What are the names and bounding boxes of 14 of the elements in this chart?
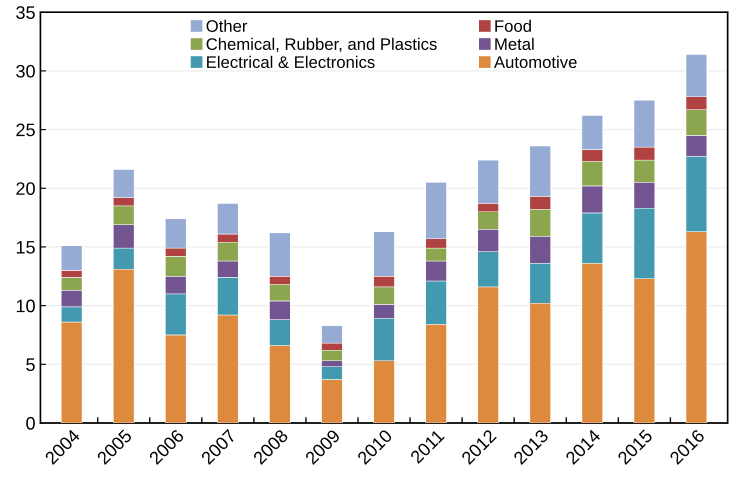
y-tick-label: 15 xyxy=(16,241,35,254)
y-tick-label: 0 xyxy=(26,416,35,430)
legend-label: Electrical & Electronics xyxy=(207,56,375,68)
legend-label: Automotive xyxy=(494,56,577,68)
y-tick-label: 30 xyxy=(16,64,35,78)
legend-label: Metal xyxy=(495,38,534,50)
legend-label: Chemical, Rubber, and Plastics xyxy=(206,38,437,52)
y-tick-label: 5 xyxy=(26,358,35,372)
y-tick-label: 35 xyxy=(16,6,35,19)
y-tick-label: 20 xyxy=(16,182,35,195)
legend-label: Food xyxy=(495,20,531,32)
y-tick-label: 10 xyxy=(16,300,35,312)
legend-label: Other xyxy=(206,20,248,32)
y-tick-label: 25 xyxy=(16,124,35,136)
